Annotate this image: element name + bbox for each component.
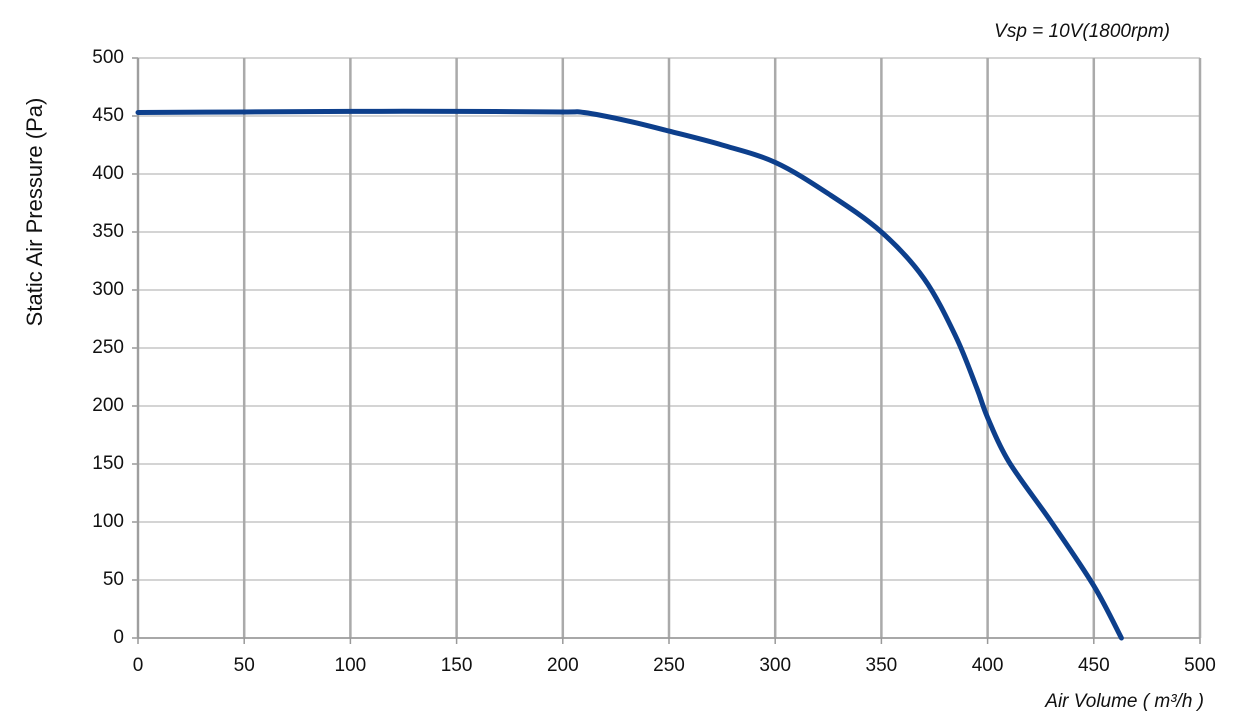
x-tick-label: 300 <box>759 655 791 676</box>
y-tick-label: 450 <box>92 105 124 126</box>
x-tick-label: 450 <box>1078 655 1110 676</box>
x-tick-label: 500 <box>1184 655 1216 676</box>
y-tick-label: 400 <box>92 163 124 184</box>
chart-title: Vsp = 10V(1800rpm) <box>994 21 1170 42</box>
x-tick-label: 100 <box>335 655 367 676</box>
x-tick-label: 400 <box>972 655 1004 676</box>
y-tick-label: 250 <box>92 337 124 358</box>
y-tick-label: 50 <box>103 569 124 590</box>
x-tick-label: 50 <box>234 655 255 676</box>
x-tick-label: 150 <box>441 655 473 676</box>
x-tick-label: 250 <box>653 655 685 676</box>
y-axis-label: Static Air Pressure (Pa) <box>22 98 47 327</box>
x-tick-label: 350 <box>866 655 898 676</box>
y-tick-label: 500 <box>92 47 124 68</box>
y-tick-label: 200 <box>92 395 124 416</box>
data-line <box>135 108 1124 641</box>
x-axis-label: Air Volume ( m³/h ) <box>1044 691 1204 712</box>
y-tick-label: 0 <box>113 627 124 648</box>
x-tick-label: 200 <box>547 655 579 676</box>
y-tick-label: 300 <box>92 279 124 300</box>
y-tick-label: 100 <box>92 511 124 532</box>
x-tick-label: 0 <box>133 655 144 676</box>
y-tick-label: 350 <box>92 221 124 242</box>
y-tick-label: 150 <box>92 453 124 474</box>
